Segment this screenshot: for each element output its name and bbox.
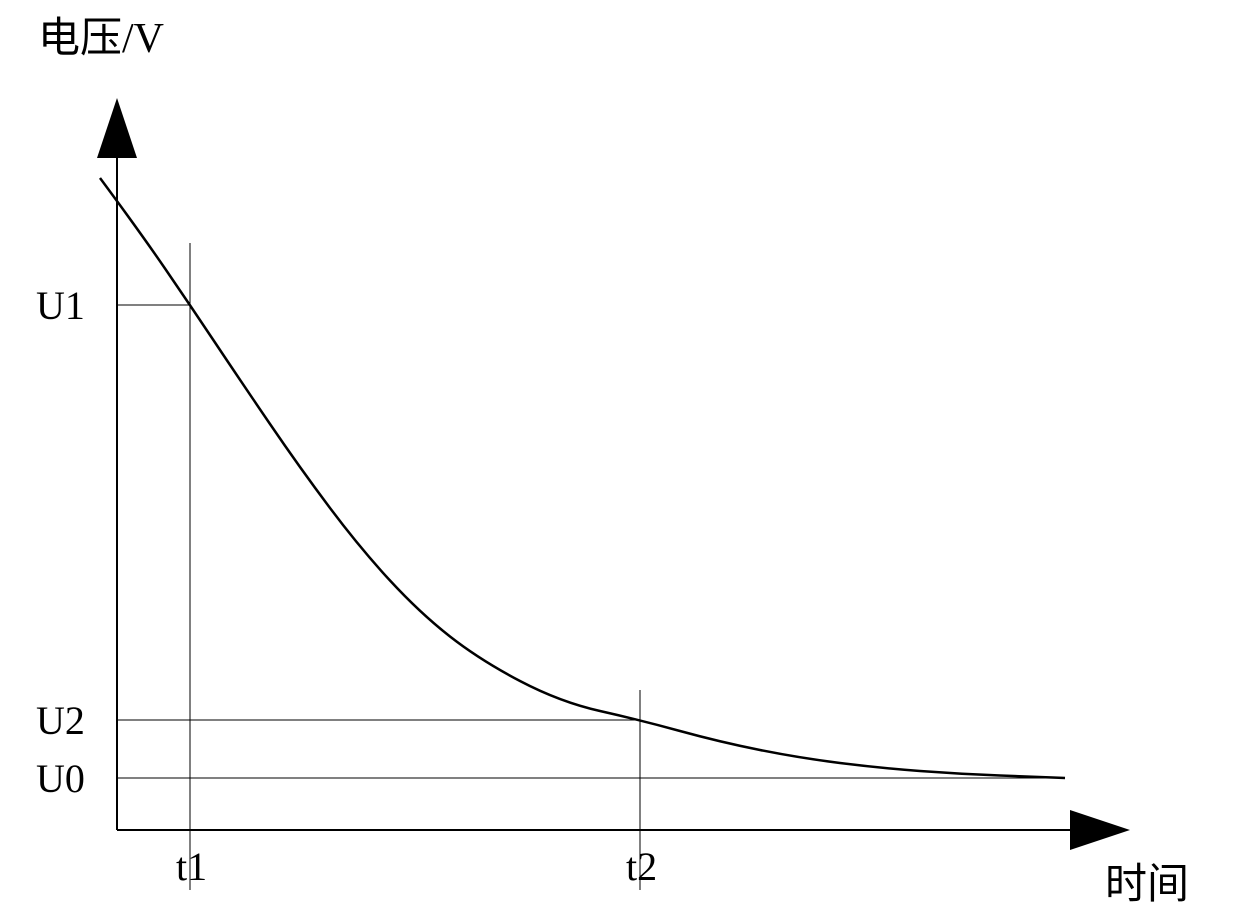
x-axis-label: 时间 — [1105, 862, 1189, 908]
chart-svg: 电压/V 时间 U1 U2 U0 t1 t2 — [0, 0, 1240, 922]
x-axis-arrow-icon — [1070, 810, 1130, 850]
y-tick-label-U0: U0 — [36, 756, 85, 801]
y-tick-label-U1: U1 — [36, 283, 85, 328]
x-tick-label-t1: t1 — [176, 844, 207, 889]
x-tick-label-t2: t2 — [626, 844, 657, 889]
y-axis-label: 电压/V — [38, 16, 164, 62]
decay-curve-chart: 电压/V 时间 U1 U2 U0 t1 t2 — [0, 0, 1240, 922]
decay-curve — [100, 178, 1065, 778]
y-axis-arrow-icon — [97, 98, 137, 158]
y-tick-label-U2: U2 — [36, 698, 85, 743]
